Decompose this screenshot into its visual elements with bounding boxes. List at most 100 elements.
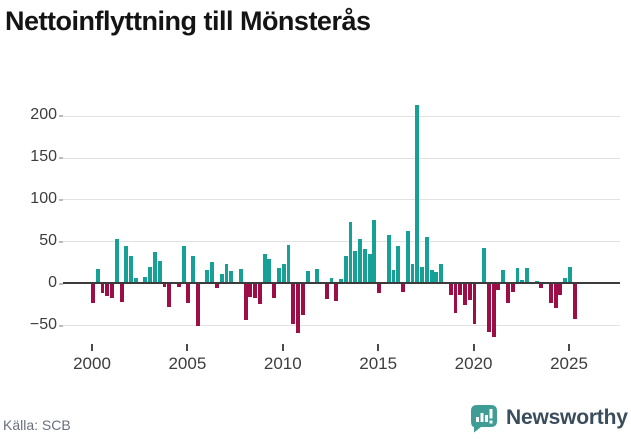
bar-2017Q4 bbox=[429, 269, 434, 284]
bar-2017Q2 bbox=[420, 266, 425, 284]
bar-2020Q3 bbox=[482, 248, 487, 284]
bar-2021Q1 bbox=[491, 283, 496, 337]
bar-2006Q4 bbox=[219, 274, 224, 284]
bar-2012Q4 bbox=[334, 283, 339, 301]
bar-2002Q2 bbox=[133, 278, 138, 284]
bar-2021Q3 bbox=[501, 269, 506, 284]
x-tick-label-2020: 2020 bbox=[454, 354, 493, 373]
bar-2007Q2 bbox=[229, 270, 234, 284]
bar-2008Q4 bbox=[257, 283, 262, 305]
bar-2022Q1 bbox=[510, 283, 515, 292]
bar-2000Q3 bbox=[100, 283, 105, 294]
bar-2022Q3 bbox=[520, 279, 525, 284]
y-tick-label--50: −50 bbox=[29, 315, 57, 333]
bar-2020Q4 bbox=[486, 283, 491, 332]
bar-2024Q1 bbox=[548, 283, 553, 304]
bar-2024Q2 bbox=[553, 283, 558, 308]
gridline-50 bbox=[63, 241, 620, 243]
y-tick-label-50: 50 bbox=[39, 231, 57, 249]
bar-2014Q4 bbox=[372, 219, 377, 284]
bar-2022Q2 bbox=[515, 268, 520, 284]
bar-2010Q2 bbox=[286, 244, 291, 284]
bar-2012Q3 bbox=[329, 278, 334, 284]
bar-2014Q3 bbox=[367, 253, 372, 284]
bar-2003Q1 bbox=[148, 266, 153, 284]
bar-2003Q2 bbox=[153, 252, 157, 284]
x-tick-label-2025: 2025 bbox=[550, 354, 588, 373]
bar-2001Q2 bbox=[114, 238, 119, 284]
y-tick-mark-100 bbox=[59, 198, 63, 201]
chart-title: Nettoinflyttning till Mönsterås bbox=[5, 6, 371, 36]
bar-2006Q1 bbox=[205, 269, 210, 284]
bar-2013Q4 bbox=[353, 250, 358, 284]
bar-2005Q3 bbox=[195, 283, 200, 327]
bar-2014Q2 bbox=[362, 248, 367, 284]
bar-2008Q2 bbox=[248, 283, 253, 297]
bar-2025Q2 bbox=[572, 283, 577, 319]
y-tick-mark-150 bbox=[59, 157, 63, 159]
y-tick-label-100: 100 bbox=[30, 189, 57, 207]
source-credit: Källa: SCB bbox=[3, 417, 71, 433]
bar-2001Q4 bbox=[124, 246, 129, 284]
bar-2024Q4 bbox=[563, 278, 568, 284]
bar-2005Q2 bbox=[191, 255, 196, 284]
x-tick-label-2010: 2010 bbox=[263, 354, 302, 373]
bar-2009Q1 bbox=[262, 253, 267, 284]
bar-2009Q2 bbox=[267, 258, 272, 284]
bar-2011Q2 bbox=[305, 270, 310, 284]
x-tick-label-2005: 2005 bbox=[168, 354, 207, 373]
bar-2015Q4 bbox=[391, 269, 396, 284]
bar-2000Q1 bbox=[91, 283, 95, 303]
bar-2013Q2 bbox=[343, 255, 348, 284]
gridline-150 bbox=[63, 157, 620, 159]
y-tick-mark-50 bbox=[59, 240, 63, 243]
bar-2004Q1 bbox=[167, 283, 172, 307]
bar-2003Q3 bbox=[157, 260, 162, 284]
bar-2018Q2 bbox=[439, 264, 444, 284]
y-tick-label-0: 0 bbox=[48, 273, 57, 291]
bar-2019Q4 bbox=[467, 283, 472, 301]
bar-2017Q1 bbox=[415, 104, 420, 284]
gridline--50 bbox=[63, 325, 620, 327]
bar-2021Q4 bbox=[505, 283, 510, 304]
bar-2008Q3 bbox=[253, 283, 258, 299]
bar-2001Q1 bbox=[110, 283, 114, 299]
bar-2002Q1 bbox=[129, 256, 134, 284]
bar-2008Q1 bbox=[243, 283, 248, 321]
newsworthy-logo-link[interactable]: Newsworthy bbox=[470, 403, 628, 433]
x-tick-mark-2005 bbox=[186, 344, 189, 351]
bar-2019Q1 bbox=[453, 283, 458, 314]
bar-2006Q2 bbox=[210, 262, 215, 284]
bar-2000Q4 bbox=[105, 283, 110, 296]
y-tick-mark-0 bbox=[59, 282, 63, 285]
bar-2016Q4 bbox=[410, 264, 415, 284]
bar-2005Q1 bbox=[186, 283, 191, 303]
bar-2010Q3 bbox=[291, 283, 296, 325]
bar-2019Q3 bbox=[463, 283, 467, 306]
bar-2009Q4 bbox=[277, 268, 281, 284]
x-tick-mark-2000 bbox=[91, 344, 93, 351]
newsworthy-wordmark: Newsworthy bbox=[506, 406, 628, 429]
bar-2010Q1 bbox=[281, 264, 286, 284]
bar-2004Q4 bbox=[181, 246, 186, 284]
bar-2003Q4 bbox=[162, 283, 167, 288]
bar-2016Q2 bbox=[401, 283, 405, 292]
x-tick-mark-2025 bbox=[568, 344, 570, 351]
bar-2013Q3 bbox=[348, 222, 353, 284]
y-tick-mark--50 bbox=[59, 324, 63, 327]
x-tick-mark-2015 bbox=[377, 344, 380, 351]
bar-2000Q2 bbox=[95, 269, 100, 284]
bar-2007Q1 bbox=[224, 264, 229, 284]
bar-2013Q1 bbox=[339, 279, 343, 284]
x-tick-mark-2010 bbox=[281, 344, 284, 351]
bar-2001Q3 bbox=[119, 283, 124, 302]
bar-2022Q4 bbox=[525, 268, 529, 284]
bar-2012Q2 bbox=[324, 283, 329, 300]
newsworthy-speech-bubble-chart-icon bbox=[470, 404, 498, 433]
bar-2023Q2 bbox=[534, 280, 539, 284]
y-tick-label-200: 200 bbox=[30, 106, 57, 124]
gridline-200 bbox=[63, 115, 620, 117]
x-tick-label-2000: 2000 bbox=[73, 354, 111, 373]
bar-2014Q1 bbox=[358, 238, 362, 284]
bar-2017Q3 bbox=[424, 237, 429, 284]
